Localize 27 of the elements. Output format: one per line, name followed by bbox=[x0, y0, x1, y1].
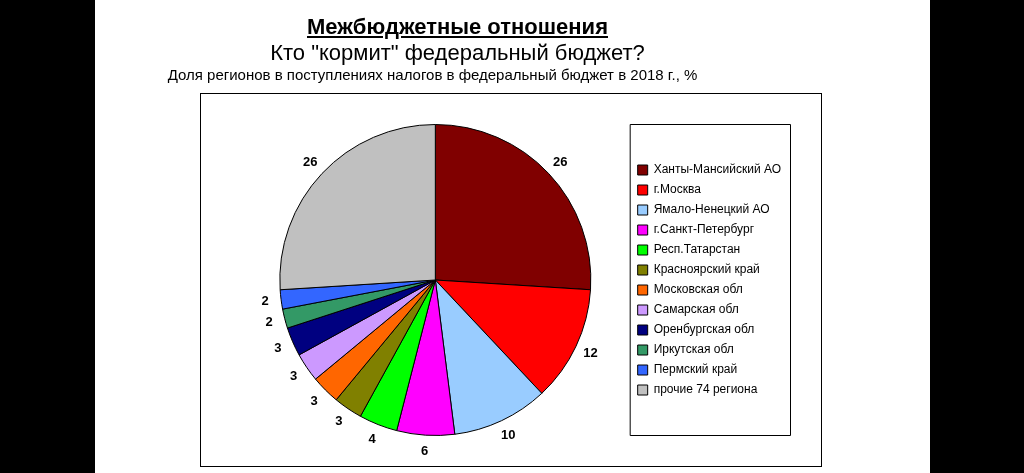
data-label: 6 bbox=[420, 442, 429, 458]
data-label: 10 bbox=[501, 426, 516, 442]
data-label: 2 bbox=[265, 314, 273, 330]
legend-label: Оренбургская обл bbox=[653, 322, 755, 337]
data-label: 3 bbox=[289, 367, 298, 383]
chart-title: Межбюджетные отношения bbox=[306, 14, 609, 40]
chart-subtitle: Кто "кормит" федеральный бюджет? bbox=[269, 40, 646, 66]
legend-label: прочие 74 региона bbox=[653, 382, 758, 397]
legend-label: г.Санкт-Петербург bbox=[653, 222, 755, 237]
legend-label: Красноярский край bbox=[653, 262, 760, 277]
data-label: 26 bbox=[303, 154, 318, 170]
legend-label: г.Москва bbox=[653, 182, 702, 197]
legend-label: Пермский край bbox=[653, 362, 738, 377]
legend-label: Ямало-Ненецкий АО bbox=[653, 202, 770, 217]
data-label: 3 bbox=[274, 339, 282, 355]
legend-label: Респ.Татарстан bbox=[653, 242, 741, 257]
legend-label: Московская обл bbox=[653, 282, 743, 297]
legend-label: Самарская обл bbox=[653, 302, 739, 317]
data-label: 4 bbox=[368, 431, 377, 447]
data-label: 3 bbox=[335, 413, 343, 429]
legend-label: Иркутская обл bbox=[653, 342, 734, 357]
legend-label: Ханты-Мансийский АО bbox=[653, 162, 781, 177]
data-label: 26 bbox=[553, 154, 568, 170]
data-label: 12 bbox=[583, 344, 598, 360]
data-label: 2 bbox=[261, 293, 269, 309]
text: Доля регионов в поступлениях налогов в федеральный бюджет в 2018 г., % bbox=[166, 66, 699, 83]
data-label: 3 bbox=[310, 392, 318, 408]
